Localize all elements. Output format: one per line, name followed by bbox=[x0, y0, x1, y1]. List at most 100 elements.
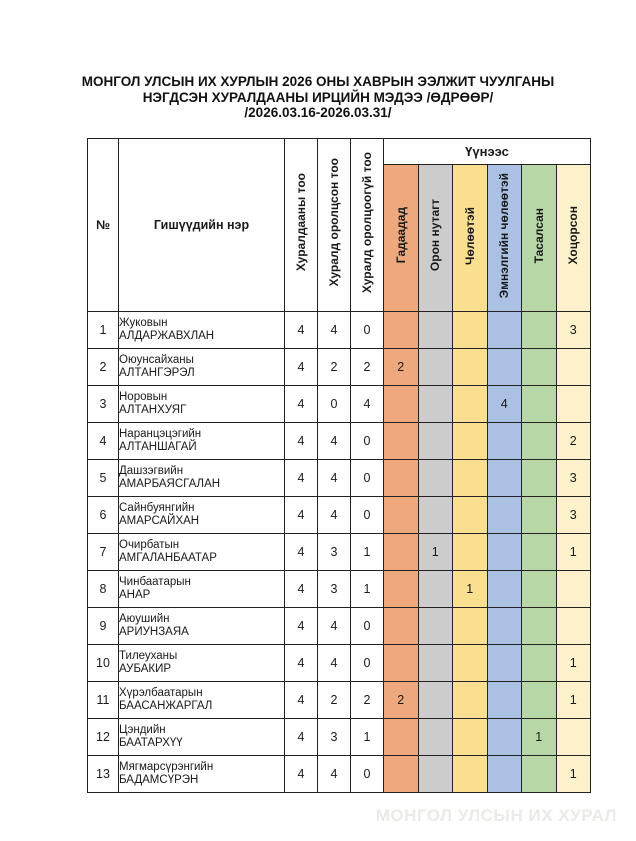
table-row: 7 Очирбатын АМГАЛАНБААТАР 4 3 1 1 1 bbox=[87, 533, 592, 571]
attended-count-value: 4 bbox=[317, 607, 351, 645]
member-name: Чинбаатарын АНАР bbox=[118, 570, 285, 608]
breakdown-value-4 bbox=[521, 385, 557, 423]
breakdown-value-5: 1 bbox=[555, 681, 592, 719]
table-row: 13 Мягмарсүрэнгийн БАДАМСҮРЭН 4 4 0 1 bbox=[87, 755, 592, 793]
breakdown-value-3 bbox=[486, 496, 522, 534]
breakdown-value-1 bbox=[417, 311, 453, 349]
session-count-value: 4 bbox=[284, 533, 318, 571]
member-surname: Очирбатын bbox=[119, 538, 180, 551]
row-number: 5 bbox=[87, 459, 119, 497]
header-breakdown-label-5: Хоцорсон bbox=[566, 206, 581, 265]
breakdown-value-5 bbox=[555, 348, 592, 386]
member-surname: Норовын bbox=[119, 390, 168, 403]
attendance-table: № Гишүүдийн нэр Хуралдааны тоо Хуралд ор… bbox=[87, 138, 592, 793]
breakdown-value-4 bbox=[521, 681, 557, 719]
row-number: 13 bbox=[87, 755, 119, 793]
table-row: 2 Оюунсайханы АЛТАНГЭРЭЛ 4 2 2 2 bbox=[87, 348, 592, 386]
header-breakdown-0: Гадаадад bbox=[383, 164, 419, 312]
not-attended-count-value: 2 bbox=[350, 681, 384, 719]
session-count-value: 4 bbox=[284, 385, 318, 423]
table-row: 4 Наранцэцэгийн АЛТАНШАГАЙ 4 4 0 2 bbox=[87, 422, 592, 460]
watermark: МОНГОЛ УЛСЫН ИХ ХУРАЛ bbox=[375, 806, 617, 825]
breakdown-value-3 bbox=[486, 459, 522, 497]
session-count-value: 4 bbox=[284, 644, 318, 682]
session-count-value: 4 bbox=[284, 570, 318, 608]
breakdown-value-1 bbox=[417, 496, 453, 534]
breakdown-value-3 bbox=[486, 681, 522, 719]
breakdown-value-3 bbox=[486, 311, 522, 349]
breakdown-value-4 bbox=[521, 459, 557, 497]
not-attended-count-value: 0 bbox=[350, 755, 384, 793]
not-attended-count-value: 1 bbox=[350, 533, 384, 571]
breakdown-value-1 bbox=[417, 681, 453, 719]
row-number: 11 bbox=[87, 681, 119, 719]
table-row: 1 Жуковын АЛДАРЖАВХЛАН 4 4 0 3 bbox=[87, 311, 592, 349]
member-given-name: АЛДАРЖАВХЛАН bbox=[119, 330, 215, 342]
breakdown-value-0 bbox=[383, 422, 419, 460]
member-name: Мягмарсүрэнгийн БАДАМСҮРЭН bbox=[118, 755, 285, 793]
attended-count-value: 4 bbox=[317, 459, 351, 497]
breakdown-value-1 bbox=[417, 644, 453, 682]
header-breakdown-label-0: Гадаадад bbox=[393, 207, 408, 264]
member-name: Наранцэцэгийн АЛТАНШАГАЙ bbox=[118, 422, 285, 460]
breakdown-value-3 bbox=[486, 422, 522, 460]
not-attended-count-value: 1 bbox=[350, 718, 384, 756]
header-breakdown-5: Хоцорсон bbox=[555, 164, 592, 312]
member-given-name: БАДАМСҮРЭН bbox=[119, 774, 199, 786]
header-session-count: Хуралдааны тоо bbox=[284, 138, 318, 312]
row-number: 8 bbox=[87, 570, 119, 608]
breakdown-value-1 bbox=[417, 570, 453, 608]
member-given-name: АРИУНЗАЯА bbox=[119, 626, 189, 638]
breakdown-value-5: 1 bbox=[555, 755, 592, 793]
row-number: 6 bbox=[87, 496, 119, 534]
header-attended-count-label: Хуралд оролцсон тоо bbox=[327, 158, 341, 287]
breakdown-value-4 bbox=[521, 607, 557, 645]
header-breakdown-label-4: Тасалсан bbox=[531, 207, 546, 264]
header-number: № bbox=[87, 138, 119, 312]
breakdown-value-2 bbox=[452, 607, 488, 645]
header-breakdown-2: Чөлөөтэй bbox=[452, 164, 488, 312]
member-name: Хүрэлбаатарын БААСАНЖАРГАЛ bbox=[118, 681, 285, 719]
member-surname: Мягмарсүрэнгийн bbox=[119, 760, 214, 773]
member-given-name: АМГАЛАНБААТАР bbox=[119, 552, 217, 564]
member-name: Дашзэгвийн АМАРБАЯСГАЛАН bbox=[118, 459, 285, 497]
breakdown-value-0 bbox=[383, 311, 419, 349]
breakdown-value-5 bbox=[555, 570, 592, 608]
not-attended-count-value: 0 bbox=[350, 496, 384, 534]
header-breakdown-label-3: Эмнэлгийн чөлөөтэй bbox=[497, 172, 512, 299]
breakdown-value-4: 1 bbox=[521, 718, 557, 756]
breakdown-value-3 bbox=[486, 570, 522, 608]
not-attended-count-value: 4 bbox=[350, 385, 384, 423]
breakdown-value-2 bbox=[452, 533, 488, 571]
member-name: Тилеуханы АУБАКИР bbox=[118, 644, 285, 682]
member-surname: Хүрэлбаатарын bbox=[119, 686, 203, 699]
member-surname: Жуковын bbox=[119, 316, 168, 329]
member-name: Сайнбуянгийн АМАРСАЙХАН bbox=[118, 496, 285, 534]
breakdown-value-2: 1 bbox=[452, 570, 488, 608]
session-count-value: 4 bbox=[284, 422, 318, 460]
not-attended-count-value: 0 bbox=[350, 644, 384, 682]
breakdown-value-4 bbox=[521, 755, 557, 793]
member-given-name: БААСАНЖАРГАЛ bbox=[119, 700, 213, 712]
header-breakdown-1: Орон нутагт bbox=[417, 164, 453, 312]
breakdown-value-4 bbox=[521, 533, 557, 571]
member-surname: Чинбаатарын bbox=[119, 575, 191, 588]
breakdown-value-5: 2 bbox=[555, 422, 592, 460]
member-given-name: АЛТАНХУЯГ bbox=[119, 404, 187, 416]
breakdown-value-0 bbox=[383, 570, 419, 608]
not-attended-count-value: 0 bbox=[350, 607, 384, 645]
session-count-value: 4 bbox=[284, 311, 318, 349]
breakdown-value-1 bbox=[417, 422, 453, 460]
breakdown-value-0: 2 bbox=[383, 681, 419, 719]
session-count-value: 4 bbox=[284, 718, 318, 756]
breakdown-value-2 bbox=[452, 755, 488, 793]
breakdown-value-1 bbox=[417, 459, 453, 497]
member-given-name: АЛТАНШАГАЙ bbox=[119, 441, 197, 453]
breakdown-value-0: 2 bbox=[383, 348, 419, 386]
breakdown-value-1 bbox=[417, 718, 453, 756]
breakdown-value-2 bbox=[452, 348, 488, 386]
not-attended-count-value: 0 bbox=[350, 422, 384, 460]
breakdown-value-3 bbox=[486, 644, 522, 682]
page-title: МОНГОЛ УЛСЫН ИХ ХУРЛЫН 2026 ОНЫ ХАВРЫН Э… bbox=[0, 74, 636, 121]
